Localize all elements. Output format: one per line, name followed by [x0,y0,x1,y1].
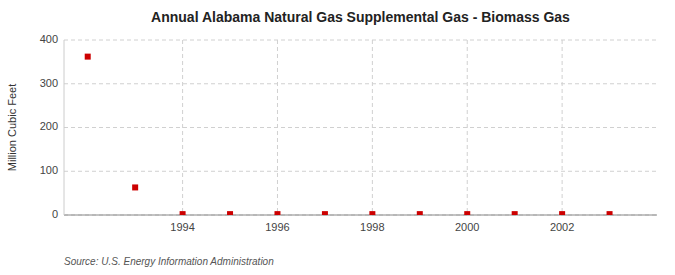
grid [64,40,657,215]
chart-svg: 0 100 200 300 400 1994 1996 1998 2000 2002 Annual … [0,0,675,275]
x-tick-label: 1994 [170,221,194,233]
y-tick-label: 200 [40,120,58,132]
y-tick-label: 400 [40,33,58,45]
y-tick-label: 0 [52,208,58,220]
y-tick-label: 300 [40,77,58,89]
y-grid-line [64,215,657,216]
data-point [512,211,518,215]
data-points [85,54,613,215]
source-note: Source: U.S. Energy Information Administ… [64,256,274,267]
y-tick-label: 100 [40,164,58,176]
x-tick-label: 1998 [360,221,384,233]
chart-title: Annual Alabama Natural Gas Supplemental … [151,9,570,25]
x-tick-label: 2002 [550,221,574,233]
axes: 0 100 200 300 400 1994 1996 1998 2000 2002 [40,33,657,233]
y-axis-label: Million Cubic Feet [6,84,18,171]
data-point [180,211,186,215]
x-axis-line [64,215,657,216]
y-axis-line [64,40,65,215]
data-point [369,211,375,215]
y-grid-line [64,40,657,41]
x-grid-line [467,40,468,215]
data-point [274,211,280,215]
data-point [322,211,328,215]
plot-background [64,40,657,215]
y-grid-line [64,171,657,172]
x-tick-label: 1996 [265,221,289,233]
y-grid-line [64,83,657,84]
x-grid-line [562,40,563,215]
data-point [227,211,233,215]
data-point [607,211,613,215]
y-grid-line [64,127,657,128]
x-tick-label: 2000 [455,221,479,233]
x-grid-line [372,40,373,215]
x-grid-line [277,40,278,215]
data-point [85,54,91,60]
data-point [559,211,565,215]
data-point [132,184,138,190]
x-grid-line [182,40,183,215]
data-point [464,211,470,215]
chart-container: 0 100 200 300 400 1994 1996 1998 2000 2002 Annual … [0,0,675,275]
data-point [417,211,423,215]
